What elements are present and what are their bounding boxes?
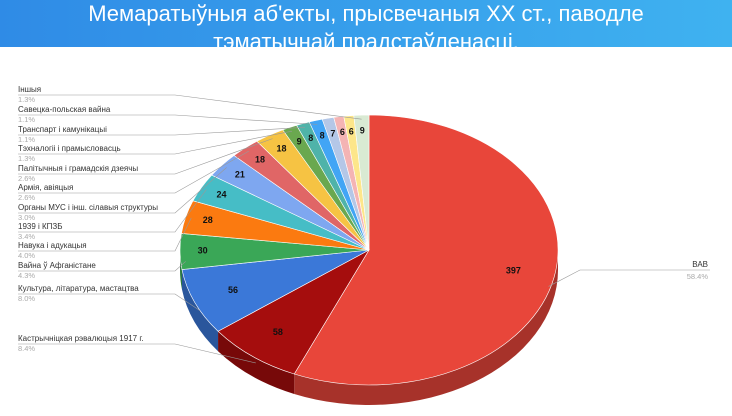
slice-value: 6 (340, 127, 345, 137)
slice-value: 28 (203, 215, 213, 225)
category-label: Тэхналогіі і прамысловасць (18, 144, 121, 153)
percent-label: 3.4% (18, 232, 35, 241)
title-line: тэматычнай прадстаўленасці. (213, 29, 519, 54)
percent-label: 2.6% (18, 193, 35, 202)
category-label: Іншыя (18, 85, 41, 94)
percent-label: 8.4% (18, 344, 35, 353)
slice-value: 8 (308, 133, 313, 143)
slice (353, 114, 370, 251)
slice-value: 9 (360, 126, 365, 136)
slice-value: 18 (255, 155, 265, 165)
category-label: ВАВ (692, 260, 708, 269)
category-label: Культура, літаратура, мастацтва (18, 284, 139, 293)
leader-line (18, 94, 362, 120)
category-label: Армія, авіяцыя (18, 183, 73, 192)
leader-line (18, 217, 192, 252)
slice-side (294, 250, 558, 405)
percent-label: 8.0% (18, 294, 35, 303)
slice-value: 7 (330, 128, 335, 138)
percent-label: 1.3% (18, 95, 35, 104)
slice-value: 24 (216, 189, 226, 199)
title-line: Мемаратыўныя аб'екты, прысвечаныя XX ст.… (88, 1, 644, 26)
slice-value: 58 (273, 327, 283, 337)
header-band (0, 0, 732, 47)
slice-side (181, 269, 219, 352)
slice-value: 30 (198, 246, 208, 256)
slice-value: 397 (506, 266, 521, 276)
category-label: 1939 і КПЗБ (18, 222, 63, 231)
slice-value: 18 (276, 143, 286, 153)
leader-line (18, 261, 186, 272)
slice-value: 9 (297, 137, 302, 147)
percent-label: 3.0% (18, 213, 35, 222)
category-label: Савецка-польская вайна (18, 105, 111, 114)
slice-value: 6 (349, 126, 354, 136)
percent-label: 4.3% (18, 271, 35, 280)
slice (181, 249, 370, 332)
slice (293, 114, 559, 386)
category-label: Вайна ў Афганістане (18, 261, 96, 270)
percent-label: 1.3% (18, 154, 35, 163)
slice-value: 21 (235, 170, 245, 180)
slice-value: 56 (228, 285, 238, 295)
leader-line (18, 167, 227, 214)
slice-value: 8 (320, 130, 325, 140)
percent-label: 1.1% (18, 115, 35, 124)
category-label: Транспарт і камунікацыі (18, 125, 107, 134)
category-label: Навука і адукацыя (18, 241, 87, 250)
leader-line (18, 343, 256, 364)
leader-line (18, 293, 200, 311)
leader-line (18, 150, 249, 194)
percent-label: 2.6% (18, 174, 35, 183)
leader-line (18, 138, 273, 175)
slice (217, 249, 370, 375)
leader-line (18, 189, 207, 233)
leader-line (18, 114, 318, 125)
category-label: Кастрычніцкая рэвалюцыя 1917 г. (18, 334, 143, 343)
category-label: Палітычныя і грамадскія дзеячы (18, 164, 138, 173)
category-label: Органы МУС і інш. сілавыя структуры (18, 203, 158, 212)
leader-line (18, 127, 305, 136)
percent-label: 4.0% (18, 251, 35, 260)
leader-line (18, 130, 293, 155)
percent-label: 58.4% (687, 272, 709, 281)
leader-line (548, 269, 710, 287)
percent-label: 1.1% (18, 135, 35, 144)
